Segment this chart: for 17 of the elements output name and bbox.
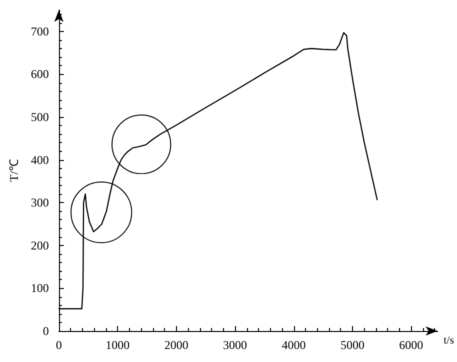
y-tick-label: 100 [30, 281, 49, 296]
y-axis-title: T/℃ [7, 159, 21, 182]
y-tick-label: 0 [42, 324, 49, 338]
y-tick-label: 700 [30, 24, 49, 38]
y-tick-label: 600 [30, 67, 49, 82]
x-tick-label: 0 [56, 338, 62, 352]
x-tick-label: 2000 [164, 338, 188, 352]
x-tick-label: 5000 [340, 338, 364, 352]
x-tick-label: 4000 [282, 338, 306, 352]
y-tick-label: 500 [30, 110, 49, 124]
y-tick-label: 300 [30, 196, 49, 210]
y-tick-label: 200 [30, 238, 49, 252]
x-tick-label: 3000 [223, 338, 248, 352]
x-tick-label: 6000 [399, 338, 424, 352]
y-tick-label: 400 [30, 152, 49, 167]
x-axis-title: t/s [444, 334, 454, 346]
x-tick-label: 1000 [106, 338, 130, 352]
